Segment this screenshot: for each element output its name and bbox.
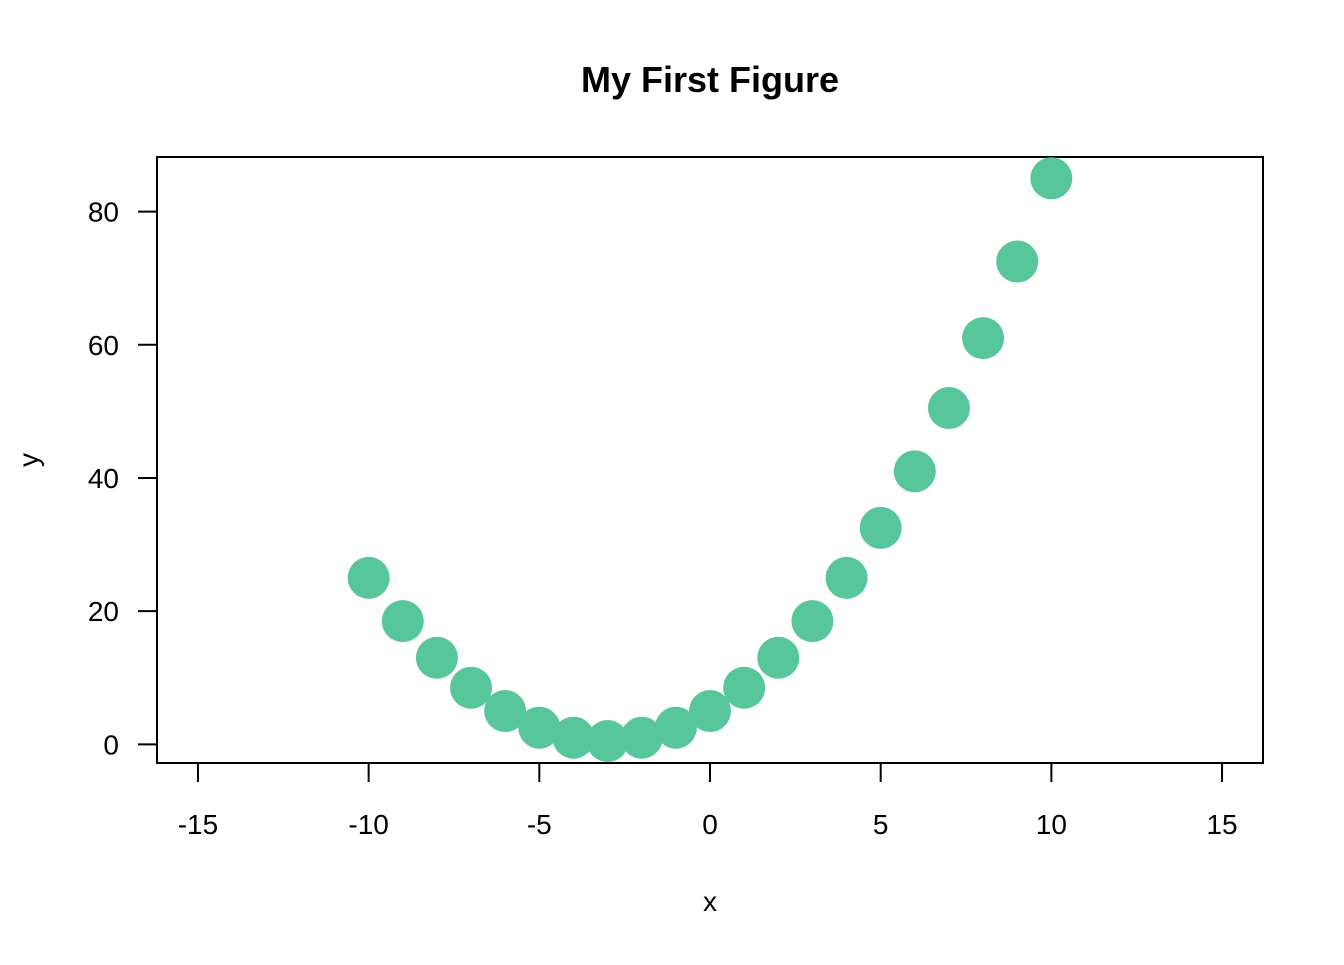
data-point bbox=[518, 706, 561, 749]
data-point bbox=[689, 690, 731, 733]
y-tick-label: 20 bbox=[88, 596, 119, 627]
plot-frame bbox=[156, 156, 1264, 764]
data-point bbox=[996, 240, 1039, 283]
x-axis-label: x bbox=[703, 886, 717, 917]
y-tick-label: 0 bbox=[103, 729, 119, 760]
data-point bbox=[450, 666, 493, 709]
data-point bbox=[927, 387, 970, 430]
x-tick-label: -5 bbox=[527, 809, 552, 840]
x-tick-label: -15 bbox=[178, 809, 218, 840]
data-point bbox=[552, 716, 595, 759]
data-point bbox=[586, 720, 629, 763]
data-point bbox=[1030, 157, 1073, 200]
data-point bbox=[484, 690, 527, 733]
data-point bbox=[723, 666, 766, 709]
data-point bbox=[962, 317, 1005, 360]
data-point bbox=[347, 556, 390, 599]
data-point bbox=[757, 636, 800, 679]
data-point bbox=[893, 450, 936, 493]
data-point bbox=[825, 556, 868, 599]
y-axis: 0 20 40 60 80 bbox=[88, 197, 158, 760]
x-axis: -15 -10 -5 0 5 10 15 bbox=[178, 762, 1238, 840]
data-point bbox=[381, 600, 424, 643]
x-tick-label: 15 bbox=[1206, 809, 1237, 840]
data-point bbox=[859, 506, 902, 549]
data-point bbox=[415, 636, 458, 679]
chart-title: My First Figure bbox=[581, 59, 839, 100]
x-tick-label: 0 bbox=[702, 809, 718, 840]
data-points bbox=[347, 157, 1073, 763]
data-point bbox=[654, 706, 697, 749]
data-point bbox=[620, 716, 663, 759]
y-tick-label: 60 bbox=[88, 330, 119, 361]
x-tick-label: -10 bbox=[348, 809, 388, 840]
data-point bbox=[791, 600, 834, 643]
x-tick-label: 10 bbox=[1036, 809, 1067, 840]
y-axis-label: y bbox=[13, 453, 44, 467]
y-tick-label: 80 bbox=[88, 197, 119, 228]
x-tick-label: 5 bbox=[873, 809, 889, 840]
y-tick-label: 40 bbox=[88, 463, 119, 494]
